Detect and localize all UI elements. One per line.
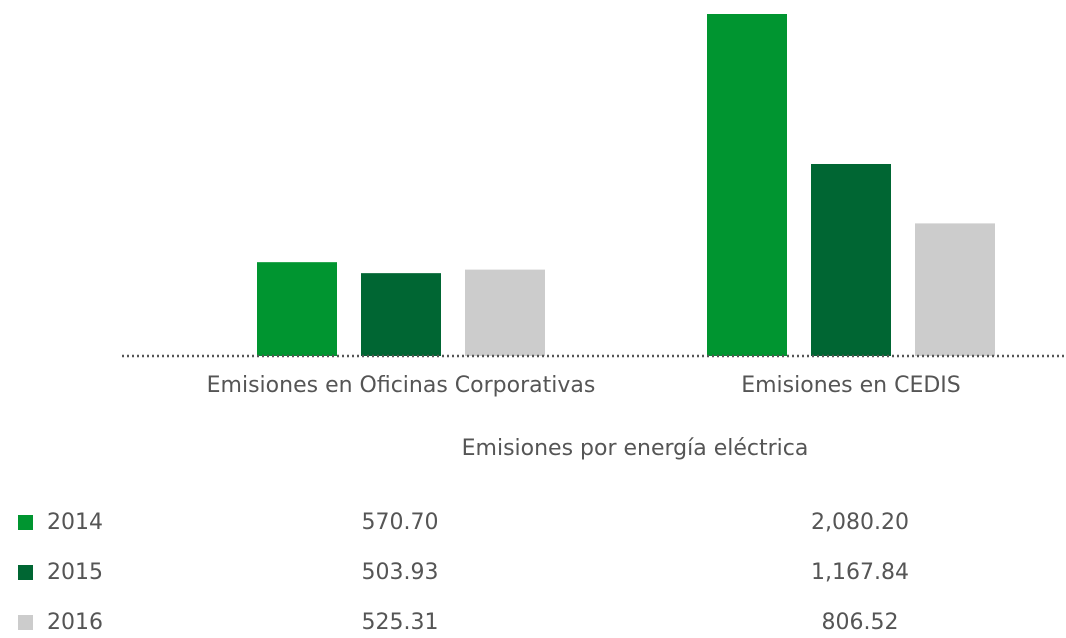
x-axis-label: Emisiones por energía eléctrica xyxy=(462,436,809,461)
x-tick-label: Emisiones en CEDIS xyxy=(741,373,961,398)
legend-swatch xyxy=(18,515,33,530)
table-value: 2,080.20 xyxy=(811,510,909,535)
legend-swatch xyxy=(18,615,33,630)
bar xyxy=(707,14,787,356)
table-value: 1,167.84 xyxy=(811,560,909,585)
bar xyxy=(257,262,337,356)
legend-swatch xyxy=(18,565,33,580)
bar xyxy=(915,223,995,356)
table-value: 503.93 xyxy=(362,560,439,585)
bar xyxy=(811,163,891,356)
legend-label: 2014 xyxy=(47,510,103,535)
table-value: 570.70 xyxy=(362,510,439,535)
table-value: 806.52 xyxy=(822,610,899,635)
x-tick-label: Emisiones en Oficinas Corporativas xyxy=(207,373,596,398)
bar xyxy=(361,273,441,356)
legend-label: 2015 xyxy=(47,560,103,585)
bar xyxy=(465,269,545,356)
legend-label: 2016 xyxy=(47,610,103,635)
table-value: 525.31 xyxy=(362,610,439,635)
